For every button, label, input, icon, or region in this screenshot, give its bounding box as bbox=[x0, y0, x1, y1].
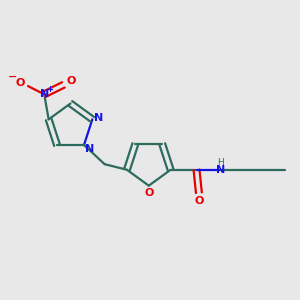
Text: O: O bbox=[15, 77, 25, 88]
Text: +: + bbox=[46, 85, 53, 94]
Text: H: H bbox=[217, 158, 224, 167]
Text: −: − bbox=[8, 72, 17, 82]
Text: N: N bbox=[94, 113, 104, 123]
Text: N: N bbox=[216, 165, 225, 175]
Text: N: N bbox=[85, 144, 94, 154]
Text: O: O bbox=[194, 196, 204, 206]
Text: O: O bbox=[67, 76, 76, 86]
Text: O: O bbox=[144, 188, 154, 198]
Text: N: N bbox=[40, 89, 49, 99]
